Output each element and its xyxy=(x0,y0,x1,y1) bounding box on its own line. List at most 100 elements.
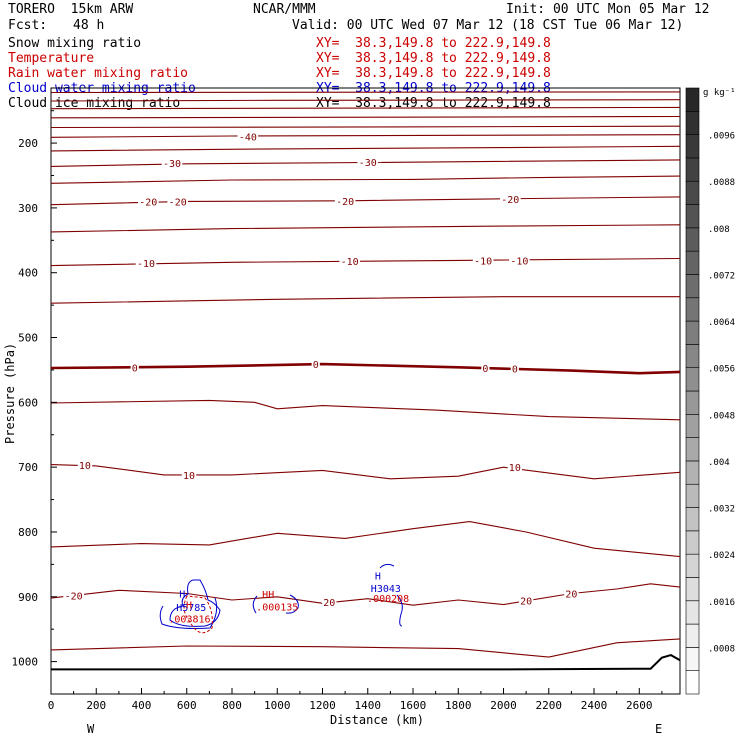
contour-line xyxy=(50,296,680,304)
x-tick-label: 400 xyxy=(132,699,152,712)
contour-label: -10 xyxy=(510,256,528,267)
field-name-cloud-ice: Cloud ice mixing ratio xyxy=(8,96,181,111)
colorbar-segment xyxy=(685,414,700,438)
contour-label: 0 xyxy=(482,364,488,375)
colorbar-label: .0056 xyxy=(708,365,735,375)
x-tick-label: 2200 xyxy=(536,699,563,712)
plot-frame xyxy=(50,87,681,695)
field-name-rain: Rain water mixing ratio xyxy=(8,66,189,81)
cloud-water-contour xyxy=(285,594,299,614)
contour-label: 20 xyxy=(520,597,532,608)
contour-label-bg xyxy=(507,461,523,473)
colorbar-segment xyxy=(685,344,700,368)
colorbar-label: .0048 xyxy=(708,411,735,421)
x-tick-label: 1400 xyxy=(355,699,382,712)
colorbar-label: .004 xyxy=(708,458,730,468)
rain-water-contour xyxy=(183,595,213,634)
contour-label-bg xyxy=(481,361,490,373)
moisture-contours xyxy=(159,563,403,634)
field-xy-snow: XY= 38.3,149.8 to 222.9,149.8 xyxy=(316,36,551,51)
init-time: Init: 00 UTC Mon 05 Mar 12 xyxy=(506,2,710,17)
extremum-label: HH xyxy=(262,590,274,601)
contour-label-bg xyxy=(564,587,579,599)
y-tick-label: 200 xyxy=(18,137,38,150)
contour-label-bg xyxy=(63,589,84,601)
y-tick-label: 1000 xyxy=(12,656,39,669)
contour-label: -30 xyxy=(163,159,181,170)
colorbar-segment xyxy=(685,483,700,508)
y-tick-label: 400 xyxy=(18,267,38,280)
colorbar-segment xyxy=(685,204,700,229)
colorbar-segment xyxy=(685,460,700,485)
colorbar: .0096 .0088 .008 .0072 .0064 .0056 .0048 .004 .0… xyxy=(685,87,735,695)
contour-label-bg xyxy=(161,157,183,169)
contour-label-bg xyxy=(130,361,139,373)
contour-label-bg xyxy=(510,362,519,374)
contour-label-bg xyxy=(135,256,157,268)
x-tick-label: 2000 xyxy=(490,699,517,712)
contour-label: 20 xyxy=(323,598,335,609)
extremum-label: .000208 xyxy=(367,594,409,605)
contour-label: -40 xyxy=(239,133,257,144)
contour-line xyxy=(50,145,681,152)
colorbar-label: .0064 xyxy=(708,318,735,328)
contour-label: 10 xyxy=(509,463,521,474)
contour-label-bg xyxy=(311,358,320,370)
x-tick-label: 0 xyxy=(48,699,55,712)
contour-line xyxy=(50,175,681,184)
contour-line xyxy=(50,91,681,94)
colorbar-segment xyxy=(685,274,700,299)
contour-label: -30 xyxy=(359,158,377,169)
model-name: TORERO 15km ARW xyxy=(8,2,134,17)
colorbar-segment xyxy=(685,297,700,322)
extremum-label: .003816 xyxy=(168,615,210,626)
forecast-hours: 48 h xyxy=(73,18,105,33)
field-name-temperature: Temperature xyxy=(8,51,95,66)
x-tick-label: 2400 xyxy=(581,699,608,712)
x-tick-label: 1200 xyxy=(309,699,336,712)
contour-line xyxy=(50,134,681,138)
contour-line xyxy=(50,583,681,606)
x-tick-label: 800 xyxy=(222,699,242,712)
cloud-water-contour xyxy=(252,595,258,614)
colorbar-segment xyxy=(685,670,700,695)
x-tick-label: 1600 xyxy=(400,699,427,712)
colorbar-segment xyxy=(685,507,700,532)
colorbar-label: .0016 xyxy=(708,598,735,608)
contour-line xyxy=(50,159,681,167)
terrain-line xyxy=(51,654,681,671)
colorbar-segment xyxy=(685,134,700,159)
colorbar-label: .0008 xyxy=(708,644,735,654)
colorbar-label: .0088 xyxy=(708,178,735,188)
contour-label: 0 xyxy=(512,365,518,376)
contour-label-bg xyxy=(472,254,494,266)
contour-label: 0 xyxy=(313,360,319,371)
contour-label: -20 xyxy=(501,195,519,206)
valid-time: Valid: 00 UTC Wed 07 Mar 12 (18 CST Tue … xyxy=(292,18,684,33)
contour-line xyxy=(50,125,681,129)
temperature-contours xyxy=(50,91,681,658)
colorbar-segment xyxy=(685,227,700,252)
colorbar-segment xyxy=(685,600,700,625)
x-axis-east-label: E xyxy=(655,722,662,736)
y-tick-label: 800 xyxy=(18,526,38,539)
colorbar-segment xyxy=(685,553,700,578)
colorbar-segment xyxy=(685,320,700,345)
contour-line xyxy=(50,464,681,480)
colorbar-segment xyxy=(685,390,700,415)
x-tick-label: 1800 xyxy=(445,699,472,712)
organization: NCAR/MMM xyxy=(253,2,316,17)
extremum-label: H xyxy=(179,589,185,600)
extremum-label: .000135 xyxy=(256,602,298,613)
colorbar-segment xyxy=(685,623,700,648)
colorbar-segment xyxy=(685,250,700,275)
cloud-water-contour xyxy=(396,594,403,627)
contour-label: 10 xyxy=(183,471,195,482)
colorbar-label: .0032 xyxy=(708,505,735,515)
y-tick-label: 300 xyxy=(18,202,38,215)
contour-labels: -40 -30 -30 -20 -20 -20 -20 -10 -10 -10 -10 0 0 0 0 10 1… xyxy=(63,130,579,609)
contour-line xyxy=(50,362,681,375)
contour-label: -20 xyxy=(169,197,187,208)
y-axis-title: Pressure (hPa) xyxy=(3,343,17,444)
